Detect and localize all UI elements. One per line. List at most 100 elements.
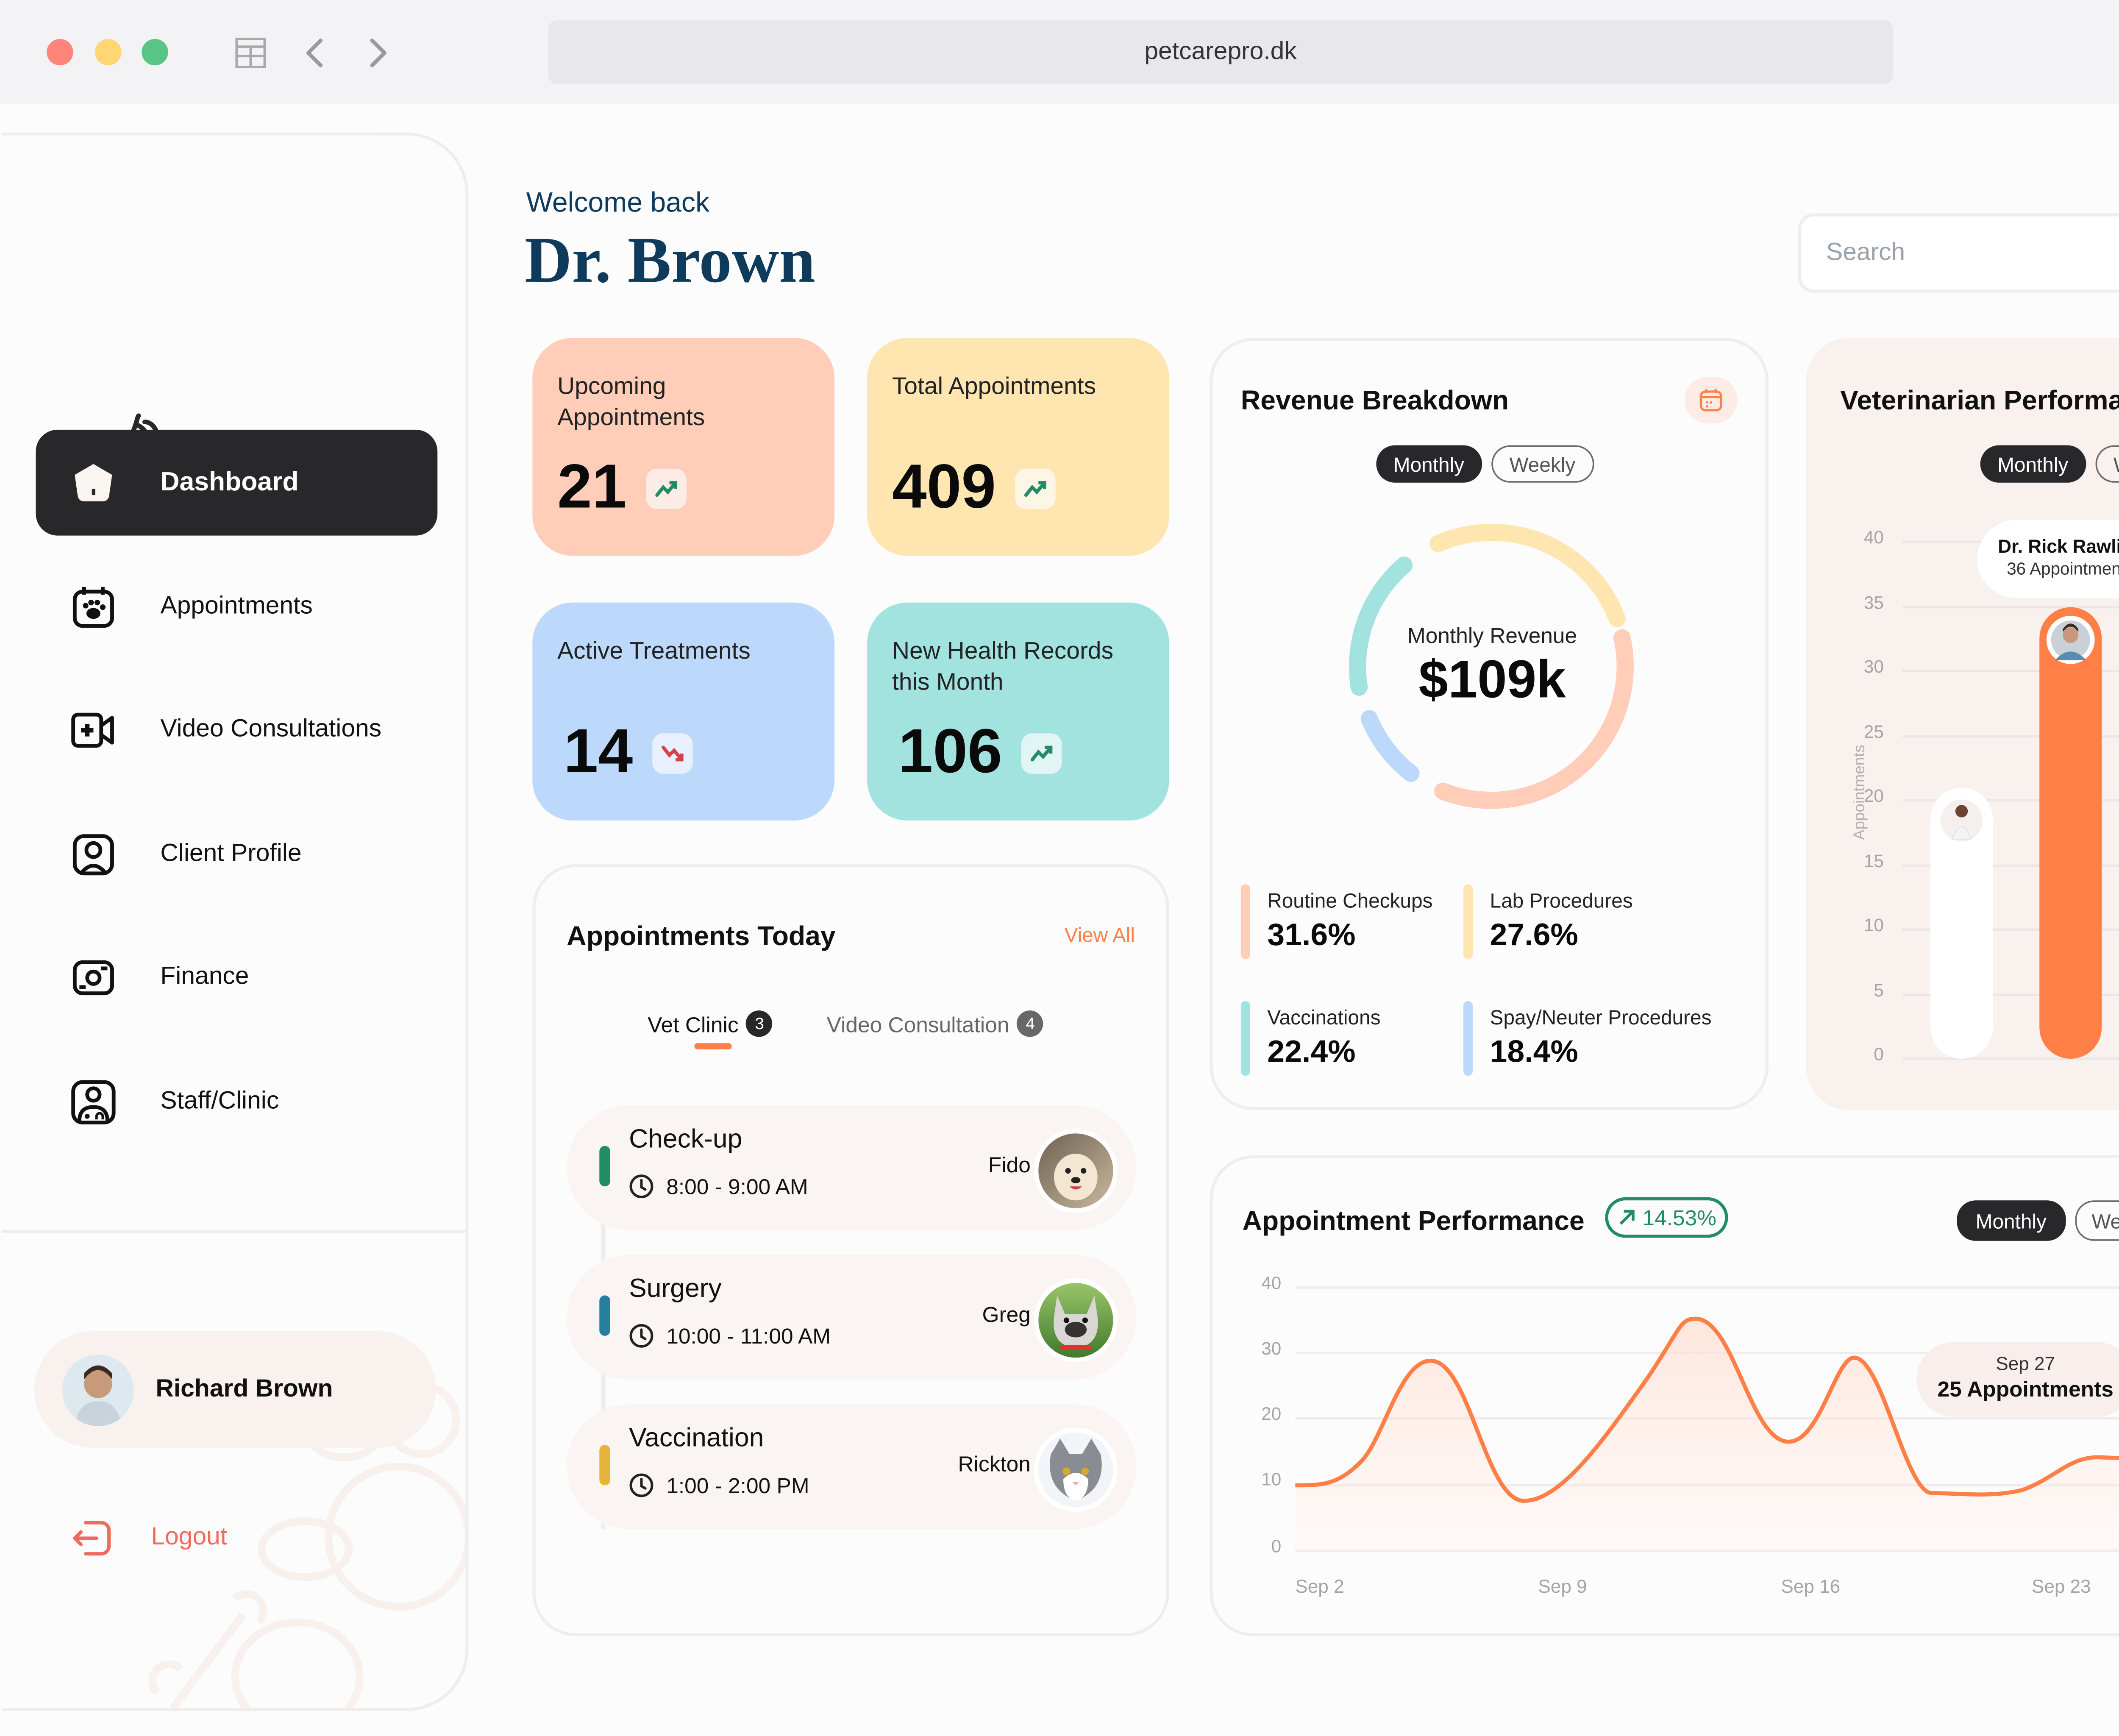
sidebar-item-video-consultations[interactable]: Video Consultations (36, 677, 437, 783)
legend-swatch (1463, 884, 1473, 959)
calendar-button[interactable] (1684, 376, 1738, 424)
stat-label: Upcoming Appointments (557, 373, 705, 431)
avatar (62, 1354, 134, 1426)
appointment-type: Vaccination (629, 1423, 764, 1453)
y-tick: 35 (1863, 595, 1884, 614)
appointments-today-card: Appointments Today View All Vet Clinic 3… (532, 864, 1169, 1636)
window-close-button[interactable] (47, 39, 73, 66)
period-toggle: Monthly Weekly (1980, 445, 2119, 483)
monthly-toggle-button[interactable]: Monthly (1980, 445, 2086, 483)
weekly-toggle-button[interactable]: Weekly (2075, 1200, 2119, 1241)
tab-count-badge: 3 (746, 1010, 773, 1037)
y-tick: 30 (1863, 658, 1884, 677)
stat-value: 409 (892, 453, 996, 522)
pet-name: Greg (982, 1302, 1031, 1327)
logout-button[interactable]: Logout (70, 1516, 227, 1560)
page-title: Dr. Brown (524, 225, 815, 298)
search-input[interactable] (1823, 237, 2119, 269)
change-value: 14.53% (1642, 1205, 1716, 1230)
url-text: petcarepro.dk (1144, 38, 1297, 65)
stat-card-new-health-records[interactable]: New Health Records this Month 106 (867, 602, 1169, 821)
address-bar[interactable]: petcarepro.dk (548, 20, 1893, 84)
bar-tooltip: Dr. Rick Rawlins 36 Appointments (1977, 520, 2119, 598)
tooltip-vet-name: Dr. Rick Rawlins (1998, 535, 2119, 558)
sidebar-item-finance[interactable]: Finance (36, 925, 437, 1031)
x-tick: Sep 9 (1538, 1575, 1587, 1598)
window-maximize-button[interactable] (142, 39, 168, 66)
legend-value: 27.6% (1490, 918, 1578, 953)
stat-value: 14 (563, 718, 633, 787)
home-icon (70, 459, 117, 506)
y-tick: 20 (1863, 787, 1884, 807)
wallet-icon (70, 954, 117, 1001)
appointment-time: 1:00 - 2:00 PM (666, 1473, 809, 1498)
sidebar-item-dashboard[interactable]: Dashboard (36, 429, 438, 536)
y-tick: 40 (1261, 1275, 1282, 1294)
chevron-left-icon[interactable] (303, 37, 325, 68)
user-avatar-icon (75, 1364, 122, 1426)
appointment-item[interactable]: Check-up 8:00 - 9:00 AM Fido (567, 1105, 1137, 1230)
stat-card-upcoming-appointments[interactable]: Upcoming Appointments 21 (532, 338, 834, 556)
sidebar-item-label: Client Profile (160, 840, 302, 868)
active-tab-indicator (694, 1043, 732, 1049)
legend-swatch (1240, 884, 1250, 959)
monthly-toggle-button[interactable]: Monthly (1957, 1200, 2066, 1241)
user-profile-button[interactable]: Richard Brown (34, 1331, 436, 1448)
appointment-item[interactable]: Vaccination 1:00 - 2:00 PM Rickton (567, 1404, 1137, 1529)
y-tick: 30 (1261, 1340, 1282, 1359)
legend-label: Vaccinations (1267, 1006, 1381, 1029)
y-tick: 10 (1863, 917, 1884, 936)
stat-value: 106 (898, 718, 1002, 787)
arrow-up-right-icon (1619, 1210, 1635, 1225)
logout-label: Logout (151, 1524, 228, 1551)
y-tick: 20 (1261, 1406, 1282, 1425)
weekly-toggle-button[interactable]: Weekly (1491, 445, 1594, 483)
sidebar-item-client-profile[interactable]: Client Profile (36, 802, 437, 908)
pet-name: Fido (988, 1152, 1031, 1177)
y-tick: 5 (1874, 982, 1884, 1002)
revenue-breakdown-card: Revenue Breakdown Monthly Weekly Monthly… (1210, 338, 1769, 1110)
sidebar-item-staff-clinic[interactable]: Staff/Clinic (36, 1049, 437, 1155)
legend-value: 22.4% (1267, 1035, 1356, 1070)
x-tick: Sep 2 (1295, 1575, 1344, 1598)
pet-photo-dog (1034, 1129, 1118, 1213)
trend-down-icon (651, 732, 692, 773)
sidebar-item-label: Staff/Clinic (160, 1088, 279, 1115)
card-title: Appointments Today (567, 920, 836, 951)
monthly-toggle-button[interactable]: Monthly (1376, 445, 1482, 483)
sidebar-item-appointments[interactable]: Appointments (36, 554, 437, 660)
stat-label: Active Treatments (557, 638, 751, 665)
card-title: Appointment Performance (1242, 1205, 1585, 1236)
legend-swatch (1463, 1001, 1473, 1076)
trend-up-icon (645, 467, 686, 509)
tab-video-consultation[interactable]: Video Consultation 4 (827, 1010, 1044, 1037)
tooltip-value: 25 Appointments (1937, 1376, 2113, 1402)
stat-card-active-treatments[interactable]: Active Treatments 14 (532, 602, 834, 821)
y-tick: 10 (1261, 1471, 1282, 1490)
user-square-icon (70, 832, 117, 878)
search-box[interactable] (1798, 213, 2119, 293)
view-all-link[interactable]: View All (1064, 923, 1135, 947)
legend-label: Lab Procedures (1490, 889, 1633, 913)
tooltip-date: Sep 27 (1996, 1353, 2055, 1375)
tab-vet-clinic[interactable]: Vet Clinic 3 (648, 1010, 773, 1037)
chevron-right-icon[interactable] (367, 37, 389, 68)
stat-card-total-appointments[interactable]: Total Appointments 409 (867, 338, 1169, 556)
appointment-item[interactable]: Surgery 10:00 - 11:00 AM Greg (567, 1255, 1137, 1380)
clock-icon (629, 1174, 653, 1199)
sidebar-grid-icon[interactable] (235, 37, 266, 68)
donut-center-value: $109k (1418, 651, 1566, 710)
x-tick: Sep 23 (2031, 1575, 2091, 1598)
appointment-performance-card: Appointment Performance 14.53% Monthly W… (1210, 1155, 2119, 1636)
tooltip-value: 36 Appointments (2007, 560, 2119, 579)
appointment-line-chart (1295, 1286, 2119, 1552)
revenue-donut-chart (1349, 523, 1634, 809)
card-title: Revenue Breakdown (1240, 384, 1509, 416)
user-name: Richard Brown (156, 1375, 333, 1402)
appointment-color-bar (599, 1295, 611, 1336)
sidebar-item-label: Dashboard (160, 467, 299, 497)
window-minimize-button[interactable] (95, 39, 122, 66)
tab-label: Vet Clinic (648, 1011, 739, 1036)
appointment-color-bar (599, 1146, 611, 1187)
pet-photo-cat (1034, 1427, 1118, 1512)
